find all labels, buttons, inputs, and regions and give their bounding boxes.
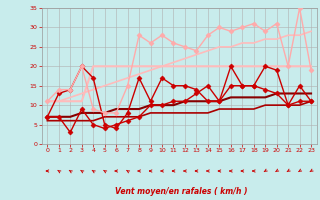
- Text: Vent moyen/en rafales ( km/h ): Vent moyen/en rafales ( km/h ): [115, 187, 247, 196]
